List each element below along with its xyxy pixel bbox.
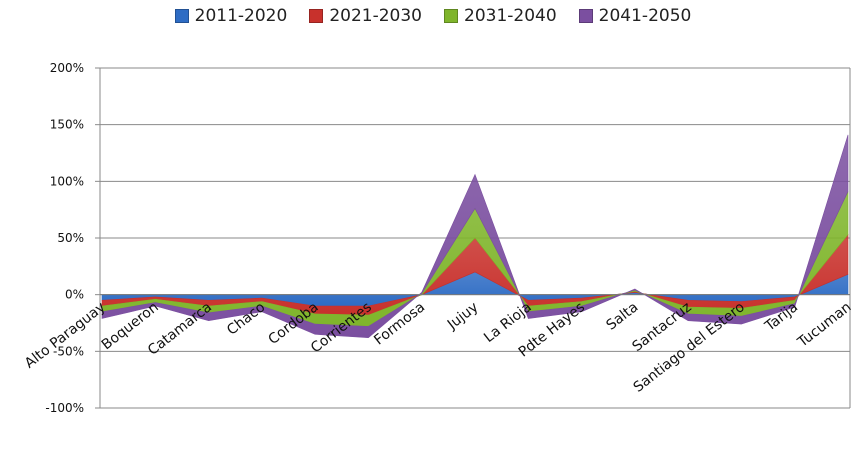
- y-tick-label: -50%: [53, 344, 84, 358]
- legend-label: 2021-2030: [329, 6, 422, 26]
- legend-label: 2031-2040: [464, 6, 557, 26]
- y-tick-label: 150%: [50, 118, 84, 132]
- legend-swatch: [174, 9, 189, 23]
- y-tick-label: 200%: [50, 61, 84, 75]
- x-tick-label: Tucuman: [794, 299, 854, 351]
- legend-swatch: [444, 9, 458, 23]
- y-tick-label: 0%: [65, 288, 84, 302]
- legend-item: 2031-2040: [444, 6, 557, 26]
- legend: 2011-2020 2021-2030 2031-2040 2041-2050: [0, 6, 866, 26]
- x-tick-label: Salta: [604, 299, 642, 333]
- y-tick-label: -100%: [45, 401, 84, 415]
- legend-swatch: [309, 9, 324, 23]
- y-tick-label: 50%: [57, 231, 84, 245]
- legend-item: 2021-2030: [309, 6, 422, 26]
- legend-item: 2041-2050: [578, 6, 692, 26]
- legend-item: 2011-2020: [174, 6, 288, 26]
- x-tick-label: Alto Paraguay: [22, 299, 109, 372]
- x-tick-label: Jujuy: [444, 299, 481, 333]
- y-tick-label: 100%: [50, 174, 84, 188]
- legend-label: 2041-2050: [598, 6, 692, 26]
- legend-label: 2011-2020: [194, 6, 288, 26]
- series-area-2041-2050: [101, 134, 849, 339]
- legend-swatch: [578, 9, 593, 23]
